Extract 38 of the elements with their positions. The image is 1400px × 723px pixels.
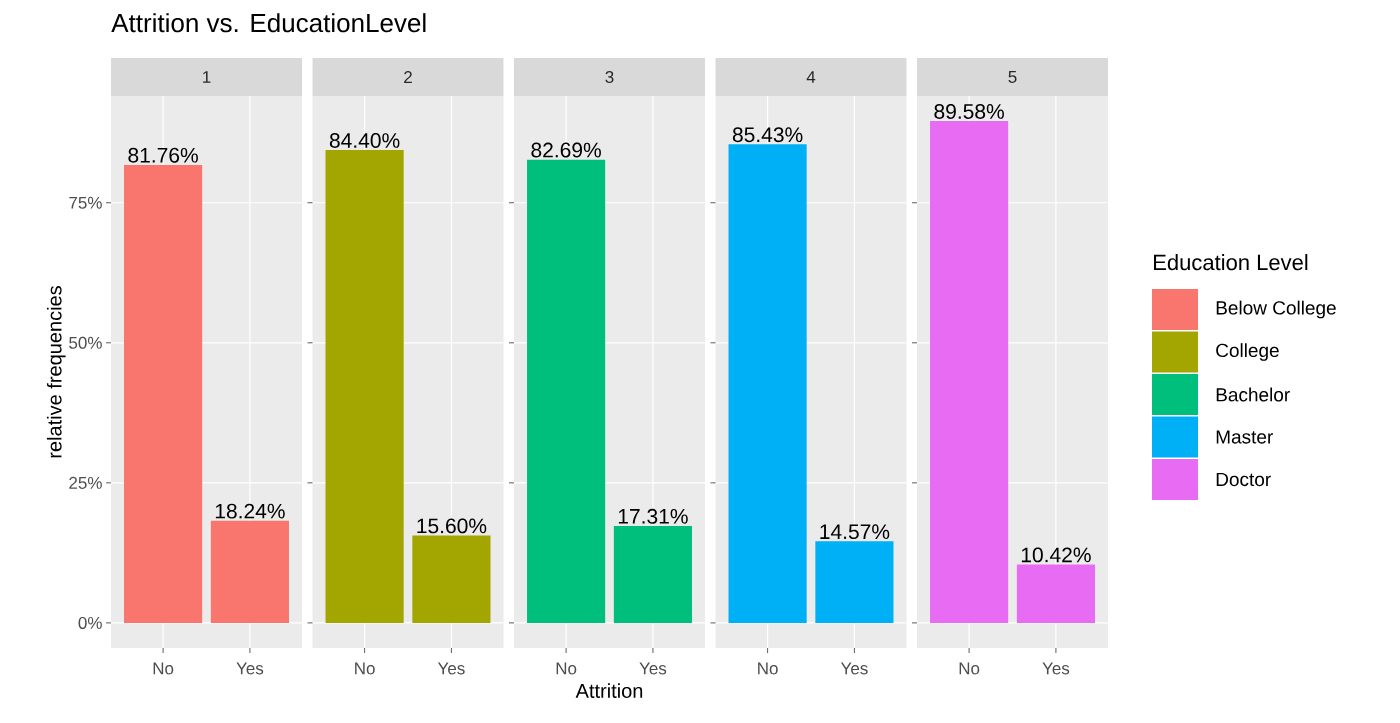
legend-title: Education Level (1154, 254, 1308, 271)
x-tick-label: No (758, 662, 778, 675)
x-tick-label: Yes (639, 662, 667, 675)
legend-label: Master (1216, 430, 1273, 444)
text: 81.76% (128, 147, 198, 163)
x-tick-label: Yes (1042, 662, 1070, 675)
text: 82.69% (531, 142, 601, 158)
legend-label: Doctor (1216, 472, 1271, 487)
text: 18.24% (215, 503, 285, 519)
chart-subtitle: 2 (404, 71, 412, 83)
x-axis-title: Attrition (575, 683, 643, 698)
chart-subtitle: 3 (605, 70, 614, 84)
x-tick-label: Yes (236, 662, 264, 675)
text: 84.40% (329, 133, 400, 148)
chart-subtitle: 1 (203, 71, 211, 83)
y-tick-label: 75% (69, 196, 102, 209)
y-tick-label: 0% (78, 616, 102, 629)
y-tick-label: 25% (69, 476, 102, 489)
legend-label: Below College (1216, 300, 1336, 319)
legend-label: College (1216, 343, 1279, 361)
y-axis-title: relative frequencies (46, 286, 66, 458)
text: 10.42% (1021, 547, 1091, 563)
text: 85.43% (732, 127, 803, 143)
x-tick-label: No (355, 662, 375, 675)
x-tick-label: No (153, 662, 174, 675)
x-tick-label: Yes (437, 662, 465, 675)
text: 15.60% (417, 518, 487, 534)
chart-title: Attrition vs. EducationLevel (111, 13, 426, 33)
text: 89.58% (934, 104, 1004, 119)
y-tick-label: 50% (69, 336, 102, 349)
x-tick-label: No (556, 662, 577, 675)
text: 14.57% (820, 524, 890, 540)
x-tick-label: Yes (840, 662, 868, 675)
chart-subtitle: 5 (1008, 71, 1017, 83)
chart-subtitle: 4 (806, 71, 816, 83)
legend-label: Bachelor (1216, 387, 1290, 402)
x-tick-label: No (959, 662, 980, 675)
text: 17.31% (618, 508, 688, 524)
